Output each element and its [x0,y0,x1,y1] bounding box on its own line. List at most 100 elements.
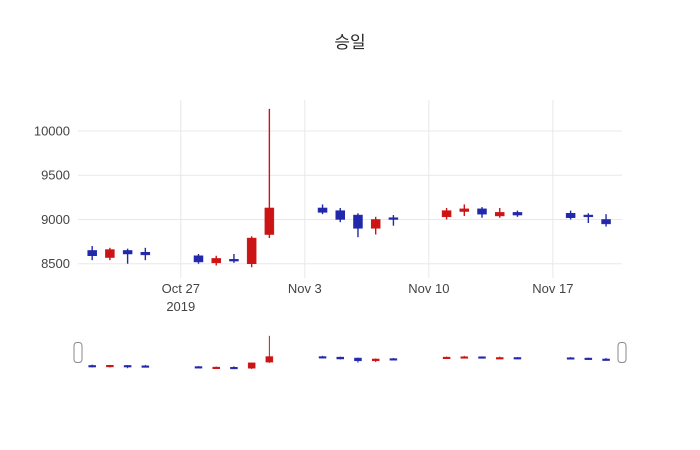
candle[interactable] [388,215,399,226]
mini-candle[interactable] [513,357,522,360]
x-tick-sublabel: 2019 [166,299,195,314]
candle-body [122,250,133,255]
candle-body [230,367,238,370]
candle-body [88,365,96,368]
candle-body [460,356,469,359]
mini-candle[interactable] [106,364,114,368]
candle[interactable] [583,213,594,224]
candle[interactable] [140,247,151,261]
candle-body [566,357,575,360]
mini-candle[interactable] [230,366,238,370]
mini-candle[interactable] [265,335,274,363]
candle-body [247,362,256,369]
candle-body [370,219,381,229]
candle-body [264,207,275,235]
candle-body [265,356,274,363]
candle-body [584,357,593,360]
candle-body [441,210,452,218]
mini-candle[interactable] [141,364,150,368]
mini-candle[interactable] [88,364,96,368]
candle-body [494,212,505,217]
plot-area[interactable] [78,100,622,277]
candle[interactable] [477,207,487,218]
candle-body [371,358,380,362]
mini-candle[interactable] [194,366,203,369]
mini-candle[interactable] [460,355,469,359]
mini-candle[interactable] [318,355,327,359]
candle-body [442,356,451,359]
mini-candle[interactable] [123,365,132,369]
mini-candle[interactable] [354,357,362,363]
candle[interactable] [193,253,204,264]
candle-body [229,259,239,262]
chart-title: 승일 [334,33,366,52]
mini-candle[interactable] [478,356,486,359]
candle-body [123,365,132,368]
y-tick-label: 9000 [41,212,70,227]
rangeslider-left-handle[interactable] [73,342,83,363]
x-tick-label: Oct 27 [162,281,200,296]
candle-body [211,258,221,264]
candle[interactable] [211,255,221,266]
y-tick-label: 10000 [34,123,70,138]
rangeslider-right-handle[interactable] [617,342,627,363]
candle-body [336,356,345,360]
candle-body [513,357,522,360]
candle-body [459,208,470,212]
candle-body [512,212,523,216]
x-tick-label: Nov 3 [288,281,322,296]
candle-body [87,250,97,257]
mini-candle[interactable] [584,357,593,360]
candle[interactable] [494,207,505,218]
candle[interactable] [512,210,523,217]
candle-body [495,357,504,360]
candle[interactable] [317,204,328,215]
candle[interactable] [370,216,381,235]
candle[interactable] [601,214,611,227]
candle[interactable] [87,246,97,261]
candle-body [317,207,328,213]
candle-body [388,217,399,220]
mini-candle[interactable] [212,366,220,369]
candle[interactable] [565,210,576,220]
x-tick-label: Nov 17 [532,281,573,296]
candle-body [105,249,115,258]
candle-body [354,357,362,362]
candle-body [583,214,594,218]
candle-body [477,208,487,215]
y-tick-label: 9500 [41,168,70,183]
candle-body [601,219,611,225]
rangeslider[interactable] [88,335,610,370]
candle-body [318,356,327,359]
mini-candle[interactable] [336,356,345,360]
candle-body [140,251,151,256]
mini-candle[interactable] [442,356,451,359]
mini-candle[interactable] [371,358,380,363]
mini-candle[interactable] [389,358,398,361]
candle-body [478,356,486,359]
candle-body [212,366,220,369]
candle-body [193,255,204,263]
x-tick-label: Nov 10 [408,281,449,296]
candle[interactable] [229,253,239,263]
candle[interactable] [246,236,257,268]
candle-body [194,366,203,369]
mini-candle[interactable] [495,356,504,360]
mini-candle[interactable] [247,362,256,369]
candle-body [602,358,610,361]
candle[interactable] [441,207,452,220]
mini-candle[interactable] [602,357,610,361]
candle[interactable] [459,204,470,216]
candle[interactable] [105,247,115,261]
candle[interactable] [335,207,346,223]
candle[interactable] [353,213,363,238]
candle[interactable] [264,108,275,239]
candle[interactable] [122,248,133,264]
mini-candle[interactable] [566,357,575,360]
candle-body [353,214,363,229]
candle-body [246,237,257,264]
candle-body [106,365,114,368]
candle-body [565,213,576,218]
